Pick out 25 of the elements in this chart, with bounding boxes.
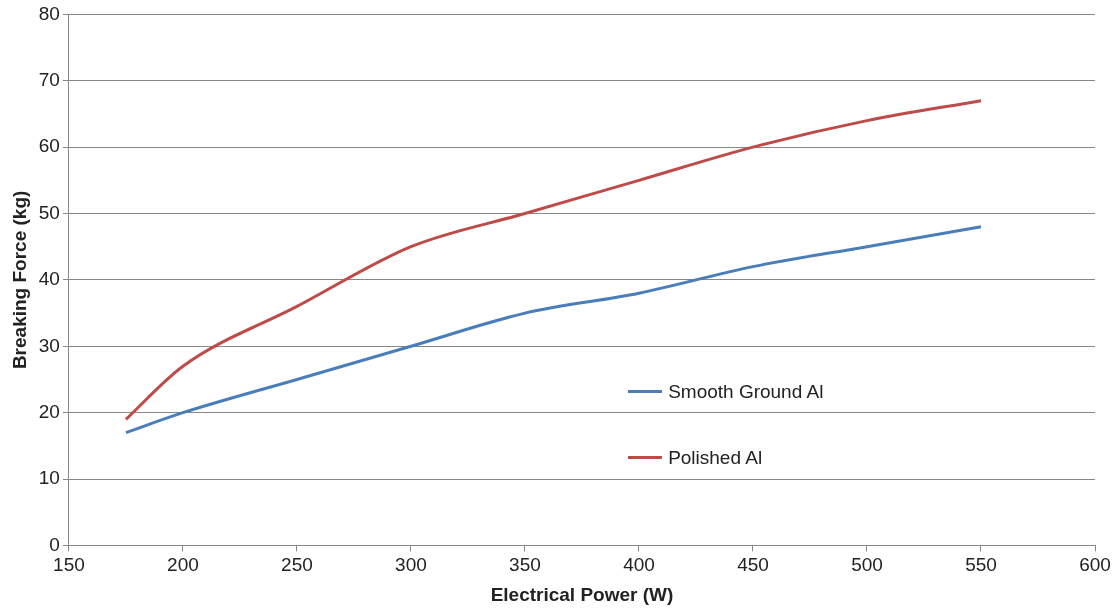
x-tick-label: 200 bbox=[167, 554, 199, 576]
x-tick-label: 550 bbox=[965, 554, 997, 576]
x-tick-label: 450 bbox=[737, 554, 769, 576]
line-series bbox=[124, 225, 983, 435]
x-tick-label: 350 bbox=[509, 554, 541, 576]
legend-label: Smooth Ground Al bbox=[668, 380, 824, 403]
x-tick-label: 300 bbox=[395, 554, 427, 576]
y-tick-label: 30 bbox=[38, 334, 60, 356]
y-axis-title: Breaking Force (kg) bbox=[8, 190, 30, 370]
y-tick-label: 50 bbox=[38, 201, 60, 223]
x-tick-label: 400 bbox=[623, 554, 655, 576]
x-tick-label: 600 bbox=[1079, 554, 1111, 576]
x-tick-label: 500 bbox=[851, 554, 883, 576]
y-tick-label: 0 bbox=[49, 533, 60, 555]
y-tick-label: 70 bbox=[38, 69, 60, 91]
x-axis-title: Electrical Power (W) bbox=[490, 583, 674, 605]
line-series bbox=[124, 99, 983, 421]
y-tick-label: 10 bbox=[38, 467, 60, 489]
x-tick-label: 250 bbox=[281, 554, 313, 576]
y-tick-label: 40 bbox=[38, 268, 60, 290]
y-tick-label: 60 bbox=[38, 135, 60, 157]
y-tick-label: 20 bbox=[38, 400, 60, 422]
legend-label: Polished Al bbox=[668, 446, 763, 469]
x-tick-label: 150 bbox=[53, 554, 85, 576]
y-tick-label: 80 bbox=[38, 2, 60, 24]
